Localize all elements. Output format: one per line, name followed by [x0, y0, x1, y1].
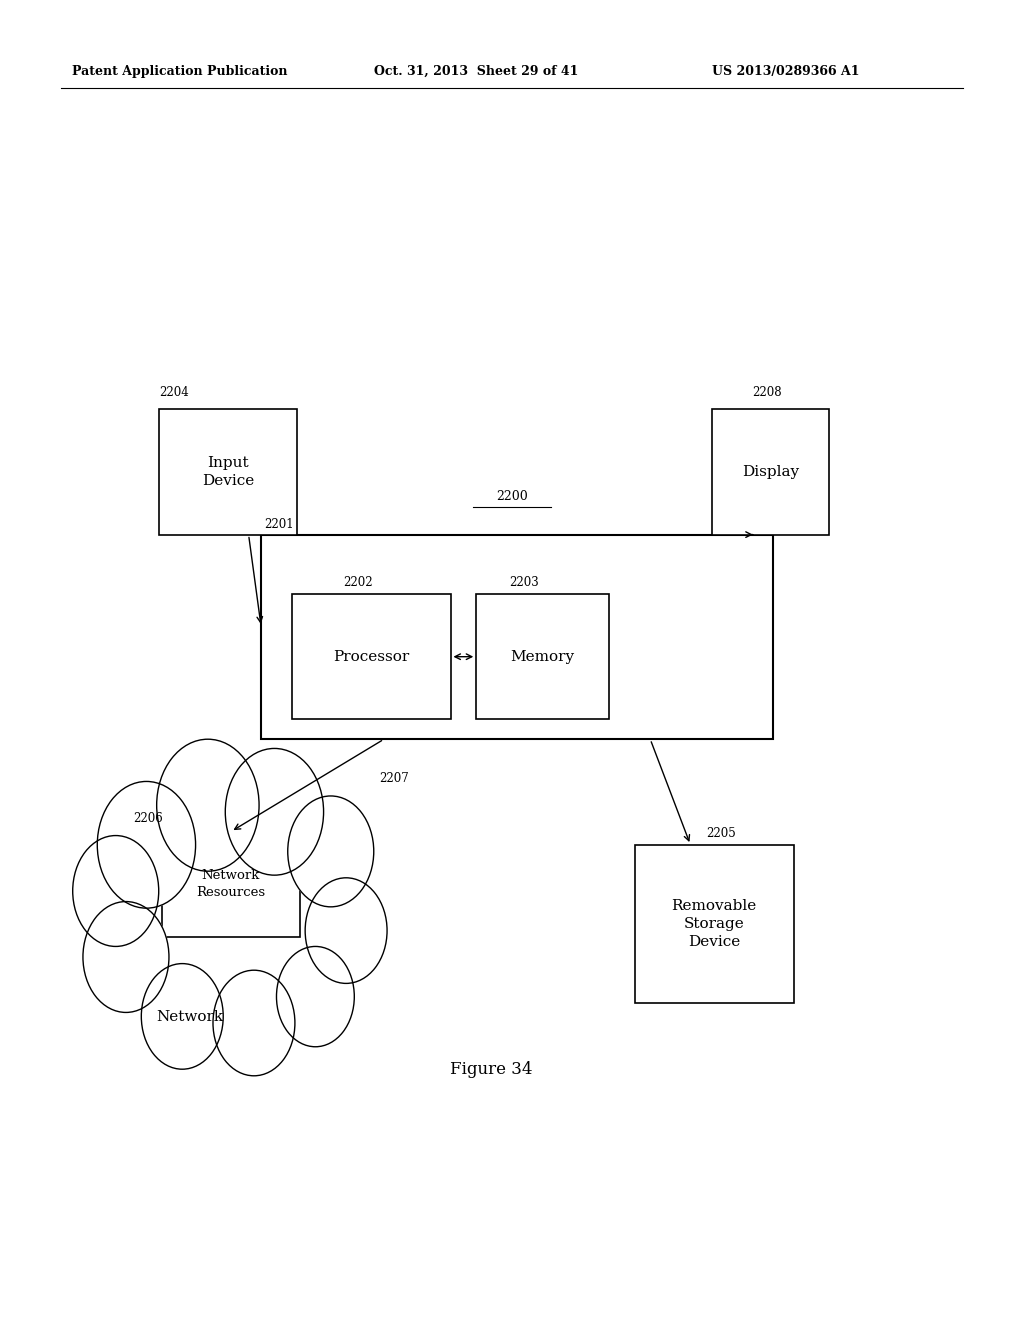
Circle shape [73, 836, 159, 946]
Bar [476, 594, 609, 719]
Text: Oct. 31, 2013  Sheet 29 of 41: Oct. 31, 2013 Sheet 29 of 41 [374, 65, 579, 78]
Text: Network: Network [156, 1010, 223, 1024]
Bar [292, 594, 451, 719]
Circle shape [157, 739, 259, 871]
Text: Memory: Memory [511, 649, 574, 664]
Text: 2207: 2207 [379, 772, 410, 785]
Circle shape [288, 796, 374, 907]
Circle shape [276, 946, 354, 1047]
Text: 2208: 2208 [753, 385, 782, 399]
Text: Processor: Processor [333, 649, 410, 664]
Text: Patent Application Publication: Patent Application Publication [72, 65, 287, 78]
Bar [635, 845, 794, 1003]
Text: 2203: 2203 [509, 576, 539, 589]
Bar [261, 535, 773, 739]
Circle shape [97, 781, 196, 908]
Circle shape [213, 970, 295, 1076]
Text: Input
Device: Input Device [202, 455, 254, 488]
Text: 2201: 2201 [264, 517, 294, 531]
Circle shape [225, 748, 324, 875]
Text: 2205: 2205 [707, 826, 736, 840]
Text: 2206: 2206 [133, 812, 163, 825]
Text: 2200: 2200 [496, 490, 528, 503]
Text: Figure 34: Figure 34 [451, 1061, 532, 1077]
Text: Display: Display [742, 465, 799, 479]
Text: 2202: 2202 [343, 576, 373, 589]
Bar [162, 832, 300, 937]
Text: Removable
Storage
Device: Removable Storage Device [672, 899, 757, 949]
Circle shape [305, 878, 387, 983]
Circle shape [83, 902, 169, 1012]
Bar [712, 409, 829, 535]
Circle shape [141, 964, 223, 1069]
Text: 2204: 2204 [159, 385, 188, 399]
Text: Network
Resources: Network Resources [197, 870, 265, 899]
Bar [159, 409, 297, 535]
Text: US 2013/0289366 A1: US 2013/0289366 A1 [712, 65, 859, 78]
